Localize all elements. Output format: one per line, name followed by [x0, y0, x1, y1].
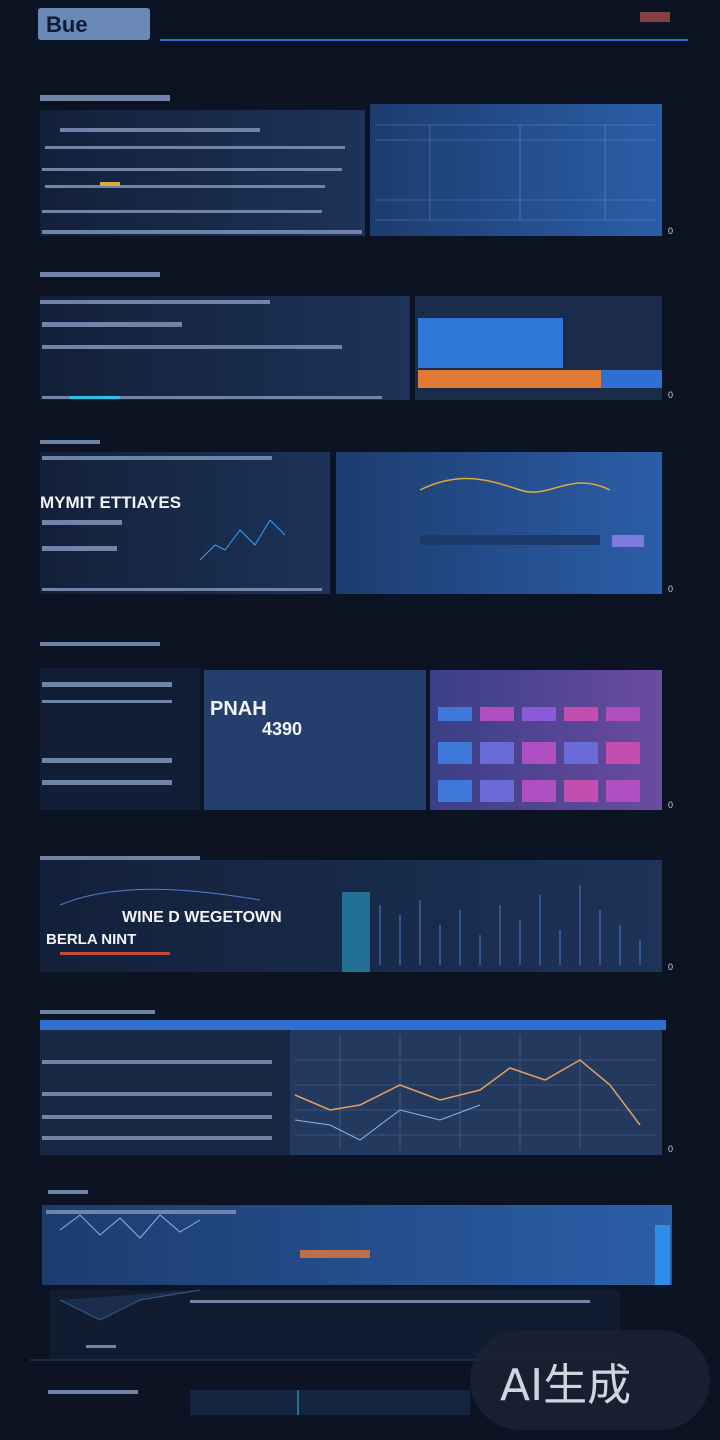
bar — [420, 535, 600, 545]
header-badge[interactable] — [640, 12, 670, 22]
panel-chart — [370, 104, 662, 236]
curve — [59, 888, 261, 906]
progress-bar — [418, 370, 601, 388]
panel-headline: MYMIT ETTIAYES — [40, 493, 181, 512]
tag — [70, 396, 120, 399]
panel-subline: BERLA NINT — [46, 931, 136, 948]
panel-index: 0 — [668, 800, 673, 810]
panel-left — [40, 668, 200, 810]
panel-topbar — [40, 1020, 666, 1030]
panel-index: 0 — [668, 226, 673, 236]
text-row — [40, 856, 200, 860]
scroll[interactable] — [655, 1225, 670, 1285]
panel-index: 0 — [668, 1144, 673, 1154]
text-rows — [46, 1190, 590, 1394]
panel-index: 0 — [668, 584, 673, 594]
panel-figure: 4390 — [262, 719, 302, 739]
chart-line — [294, 1059, 641, 1126]
panel-center — [204, 670, 426, 810]
tile-grid — [438, 707, 640, 802]
chart-line — [294, 1104, 481, 1141]
text-rows — [40, 440, 322, 591]
footer-strip — [190, 1390, 470, 1415]
chart-grid — [375, 124, 655, 221]
watermark-bg — [470, 1330, 710, 1430]
panel-headline: PNAH — [210, 698, 267, 720]
text-rows — [40, 1010, 272, 1140]
chart-line — [419, 477, 611, 493]
logo-box[interactable] — [38, 8, 150, 40]
chart-grid — [295, 1035, 655, 1150]
panel-index: 0 — [668, 390, 673, 400]
bar — [300, 1250, 370, 1258]
tag — [60, 952, 170, 955]
marker — [342, 892, 370, 972]
panel — [42, 1205, 672, 1285]
tag — [100, 182, 120, 186]
watermark: AI生成 — [500, 1360, 631, 1411]
mountain — [59, 1289, 201, 1321]
sparkline — [59, 1214, 201, 1239]
sparkline — [199, 519, 286, 561]
highlight-box — [418, 318, 563, 368]
progress-rest — [601, 370, 662, 388]
panel-chart — [336, 452, 662, 594]
panel-chart — [290, 1030, 662, 1155]
text-rows — [40, 642, 172, 785]
bar — [612, 535, 644, 547]
logo: Bue — [46, 12, 88, 37]
waveform — [379, 885, 641, 965]
text-rows — [40, 95, 362, 234]
panel-index: 0 — [668, 962, 673, 972]
panel-headline: WINE D WEGETOWN — [122, 909, 282, 926]
text-rows — [40, 272, 382, 399]
